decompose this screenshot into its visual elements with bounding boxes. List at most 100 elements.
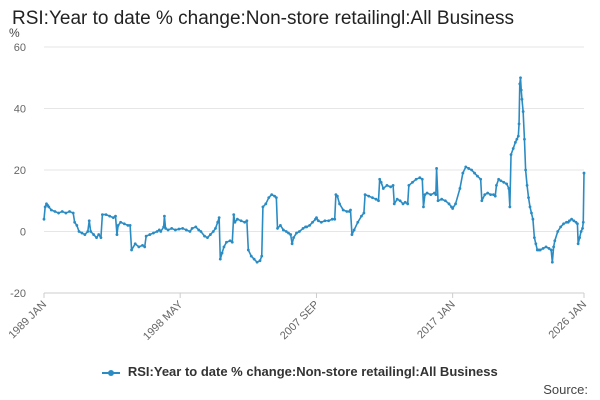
data-point[interactable] bbox=[68, 210, 71, 213]
data-point[interactable] bbox=[352, 228, 356, 232]
data-point[interactable] bbox=[562, 222, 565, 226]
data-point[interactable] bbox=[137, 245, 141, 249]
data-point[interactable] bbox=[274, 196, 278, 200]
data-point[interactable] bbox=[287, 231, 290, 235]
data-point[interactable] bbox=[264, 202, 268, 206]
data-point[interactable] bbox=[521, 110, 525, 113]
data-point[interactable] bbox=[249, 254, 253, 258]
data-point[interactable] bbox=[301, 227, 305, 230]
data-point[interactable] bbox=[443, 199, 447, 203]
data-point[interactable] bbox=[508, 205, 512, 209]
data-point[interactable] bbox=[440, 197, 444, 201]
data-point[interactable] bbox=[582, 171, 586, 175]
data-point[interactable] bbox=[214, 227, 217, 230]
data-point[interactable] bbox=[64, 211, 68, 215]
data-point[interactable] bbox=[407, 183, 411, 187]
data-point[interactable] bbox=[531, 217, 535, 221]
data-point[interactable] bbox=[206, 236, 209, 240]
data-point[interactable] bbox=[464, 165, 468, 169]
data-point[interactable] bbox=[267, 196, 271, 200]
data-point[interactable] bbox=[530, 211, 533, 215]
data-point[interactable] bbox=[381, 187, 385, 190]
data-point[interactable] bbox=[330, 217, 334, 221]
data-point[interactable] bbox=[258, 259, 262, 263]
data-point[interactable] bbox=[553, 239, 557, 243]
data-point[interactable] bbox=[152, 231, 155, 235]
data-point[interactable] bbox=[398, 199, 402, 203]
data-point[interactable] bbox=[199, 230, 203, 233]
data-point[interactable] bbox=[49, 208, 53, 212]
data-point[interactable] bbox=[524, 168, 528, 172]
data-point[interactable] bbox=[228, 239, 232, 243]
data-point[interactable] bbox=[568, 219, 571, 223]
data-point[interactable] bbox=[144, 234, 148, 238]
data-point[interactable] bbox=[511, 147, 515, 150]
data-point[interactable] bbox=[316, 219, 320, 223]
data-point[interactable] bbox=[239, 219, 243, 223]
data-point[interactable] bbox=[290, 242, 294, 246]
data-point[interactable] bbox=[315, 216, 318, 220]
data-point[interactable] bbox=[284, 230, 288, 233]
data-point[interactable] bbox=[166, 228, 170, 232]
data-point[interactable] bbox=[319, 220, 323, 224]
data-point[interactable] bbox=[220, 251, 224, 255]
data-point[interactable] bbox=[289, 233, 293, 236]
data-point[interactable] bbox=[414, 177, 418, 181]
data-point[interactable] bbox=[350, 233, 354, 236]
data-point[interactable] bbox=[377, 199, 380, 203]
data-point[interactable] bbox=[133, 242, 137, 246]
data-point[interactable] bbox=[470, 168, 474, 172]
data-point[interactable] bbox=[479, 177, 483, 181]
data-point[interactable] bbox=[550, 260, 554, 264]
data-point[interactable] bbox=[552, 245, 556, 249]
data-point[interactable] bbox=[489, 193, 492, 197]
data-point[interactable] bbox=[507, 187, 511, 190]
data-point[interactable] bbox=[335, 194, 339, 198]
data-point[interactable] bbox=[128, 223, 132, 227]
data-point[interactable] bbox=[406, 202, 410, 206]
data-point[interactable] bbox=[518, 82, 522, 86]
data-point[interactable] bbox=[505, 182, 509, 186]
chart-legend[interactable]: RSI:Year to date % change:Non-store reta… bbox=[0, 364, 600, 379]
data-point[interactable] bbox=[308, 223, 312, 227]
data-point[interactable] bbox=[425, 191, 429, 195]
data-point[interactable] bbox=[544, 245, 548, 249]
data-point[interactable] bbox=[401, 202, 405, 206]
data-point[interactable] bbox=[434, 193, 438, 197]
data-point[interactable] bbox=[502, 180, 506, 184]
data-point[interactable] bbox=[403, 200, 407, 204]
data-point[interactable] bbox=[243, 220, 247, 224]
data-point[interactable] bbox=[217, 216, 221, 220]
data-point[interactable] bbox=[520, 97, 524, 101]
data-point[interactable] bbox=[476, 174, 479, 178]
data-point[interactable] bbox=[60, 210, 64, 213]
data-point[interactable] bbox=[208, 233, 212, 236]
data-point[interactable] bbox=[389, 185, 393, 189]
data-point[interactable] bbox=[42, 217, 46, 221]
data-point[interactable] bbox=[270, 193, 274, 197]
data-point[interactable] bbox=[163, 214, 166, 218]
data-point[interactable] bbox=[57, 211, 60, 215]
data-point[interactable] bbox=[255, 260, 259, 264]
data-point[interactable] bbox=[570, 217, 573, 221]
data-point[interactable] bbox=[356, 220, 360, 224]
data-point[interactable] bbox=[87, 219, 91, 223]
data-point[interactable] bbox=[122, 222, 126, 226]
data-point[interactable] bbox=[194, 225, 198, 229]
data-point[interactable] bbox=[519, 76, 522, 80]
data-point[interactable] bbox=[261, 205, 265, 209]
data-point[interactable] bbox=[92, 233, 96, 236]
data-point[interactable] bbox=[451, 207, 455, 210]
data-point[interactable] bbox=[527, 196, 530, 200]
data-point[interactable] bbox=[173, 228, 177, 232]
data-point[interactable] bbox=[311, 220, 314, 224]
data-point[interactable] bbox=[116, 223, 120, 227]
data-point[interactable] bbox=[549, 248, 553, 252]
data-point[interactable] bbox=[216, 220, 220, 224]
data-point[interactable] bbox=[436, 199, 440, 203]
data-point[interactable] bbox=[385, 183, 389, 187]
data-point[interactable] bbox=[538, 248, 542, 252]
data-point[interactable] bbox=[514, 140, 517, 144]
data-point[interactable] bbox=[517, 122, 521, 126]
data-point[interactable] bbox=[458, 187, 462, 190]
